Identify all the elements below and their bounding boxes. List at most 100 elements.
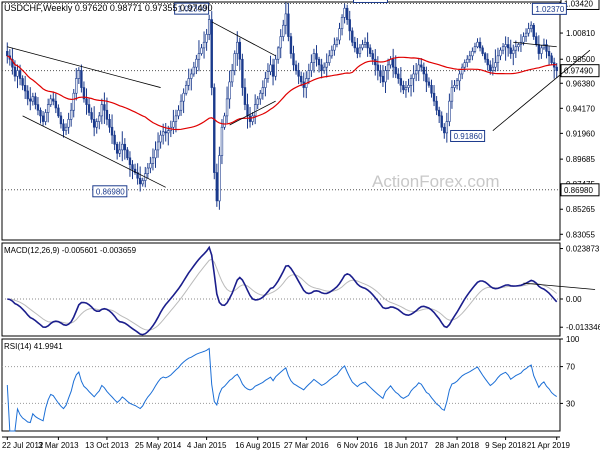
candle-body bbox=[294, 64, 298, 71]
price-label-box bbox=[531, 2, 567, 15]
candle-body bbox=[205, 33, 208, 43]
candle-body bbox=[437, 109, 441, 117]
candle-body bbox=[499, 49, 502, 57]
rsi-panel[interactable]: 100 70 30 bbox=[1, 335, 580, 432]
candle-body bbox=[450, 87, 454, 102]
candle-body bbox=[251, 115, 254, 122]
candle-body bbox=[368, 47, 372, 54]
candle-body bbox=[409, 78, 413, 86]
watermark: ActionForex.com bbox=[372, 172, 500, 191]
candle-body bbox=[75, 78, 78, 94]
price-label: 0.86980 bbox=[96, 187, 125, 196]
candle-body bbox=[123, 143, 127, 151]
candle-body bbox=[542, 44, 546, 49]
candle-body bbox=[455, 80, 459, 86]
candle-body bbox=[491, 66, 495, 71]
candle-body bbox=[167, 130, 170, 134]
x-tick-label: 21 Apr 2019 bbox=[527, 441, 571, 450]
x-tick-label: 4 Jan 2015 bbox=[187, 441, 227, 450]
candle-body bbox=[522, 36, 525, 43]
candle-body bbox=[146, 167, 150, 175]
candle-body bbox=[468, 55, 472, 60]
price-panel[interactable]: 1.00810 0.98500 0.96380 0.94170 0.91960 0.896… bbox=[1, 0, 600, 241]
candle-body bbox=[276, 47, 280, 60]
candle-body bbox=[514, 46, 518, 51]
level-label: 0.97490 bbox=[564, 67, 593, 76]
candle-body bbox=[72, 92, 75, 111]
candle-body bbox=[90, 112, 93, 120]
candle-body bbox=[108, 119, 111, 128]
candle-body bbox=[545, 44, 548, 52]
x-tick-label: 22 Jul 2012 bbox=[2, 441, 44, 450]
candle-body bbox=[223, 115, 226, 128]
candle-body bbox=[374, 58, 377, 66]
candle-body bbox=[192, 66, 196, 75]
candle-body bbox=[95, 121, 98, 128]
candle-body bbox=[41, 115, 45, 122]
candle-body bbox=[386, 64, 390, 71]
candle-body bbox=[402, 85, 405, 91]
candle-body bbox=[535, 36, 538, 45]
price-y-tick-label: 0.96380 bbox=[566, 79, 595, 88]
candle-body bbox=[473, 46, 477, 52]
level-label: 1.03420 bbox=[564, 0, 593, 8]
candle-body bbox=[184, 85, 188, 94]
candle-body bbox=[18, 70, 22, 79]
macd-y-tick-label: 0.00 bbox=[566, 295, 582, 304]
candles bbox=[6, 2, 558, 210]
candle-body bbox=[253, 104, 257, 117]
candle-body bbox=[427, 81, 431, 86]
rsi-line bbox=[6, 347, 557, 432]
candle-body bbox=[425, 73, 428, 83]
candle-body bbox=[159, 134, 162, 143]
candle-body bbox=[358, 47, 362, 54]
candle-body bbox=[161, 131, 165, 136]
candle-body bbox=[287, 13, 290, 37]
candle-body bbox=[289, 36, 293, 54]
candle-body bbox=[274, 58, 277, 77]
candle-body bbox=[478, 41, 482, 49]
candle-body bbox=[62, 123, 65, 131]
candle-body bbox=[207, 19, 211, 35]
price-panel-frame bbox=[1, 1, 561, 241]
candle-body bbox=[118, 149, 121, 154]
price-y-tick-label: 0.89685 bbox=[566, 155, 595, 164]
candle-body bbox=[432, 92, 436, 102]
x-tick-label: 3 Mar 2013 bbox=[38, 441, 79, 450]
candle-body bbox=[330, 49, 334, 57]
price-label-box bbox=[450, 129, 486, 142]
level-label: 0.86980 bbox=[564, 186, 593, 195]
candle-body bbox=[297, 70, 300, 77]
candle-body bbox=[430, 85, 433, 94]
candle-body bbox=[256, 98, 259, 105]
price-y-tick-label: 0.83055 bbox=[566, 230, 595, 239]
macd-title: MACD(12,26,9) -0.005601 -0.003659 bbox=[4, 246, 137, 255]
candle-body bbox=[397, 73, 400, 79]
macd-y-tick-label: -0.013346 bbox=[566, 323, 600, 332]
candle-body bbox=[529, 24, 533, 29]
candle-body bbox=[238, 41, 242, 60]
candle-body bbox=[391, 58, 395, 68]
candle-body bbox=[54, 100, 58, 109]
candle-body bbox=[264, 78, 267, 88]
candle-body bbox=[550, 55, 553, 63]
chart-title: USDCHF,Weekly 0.97620 0.98771 0.97355 0.… bbox=[4, 3, 212, 13]
price-label: 1.03420 bbox=[357, 0, 386, 2]
candle-body bbox=[448, 100, 451, 122]
rsi-y-tick-label: 100 bbox=[566, 335, 580, 344]
candle-body bbox=[361, 44, 364, 49]
candle-body bbox=[26, 90, 29, 100]
candle-body bbox=[325, 62, 328, 68]
candle-body bbox=[379, 70, 382, 77]
trendline bbox=[513, 41, 557, 48]
trendline bbox=[492, 49, 591, 131]
candle-body bbox=[202, 41, 206, 49]
candle-body bbox=[49, 98, 52, 105]
price-label-box bbox=[174, 2, 210, 15]
macd-panel[interactable]: 0.023873 0.00 -0.013346 bbox=[1, 242, 600, 337]
candle-body bbox=[156, 141, 160, 151]
level-label-box bbox=[560, 64, 600, 78]
moving-average-line bbox=[6, 55, 557, 131]
